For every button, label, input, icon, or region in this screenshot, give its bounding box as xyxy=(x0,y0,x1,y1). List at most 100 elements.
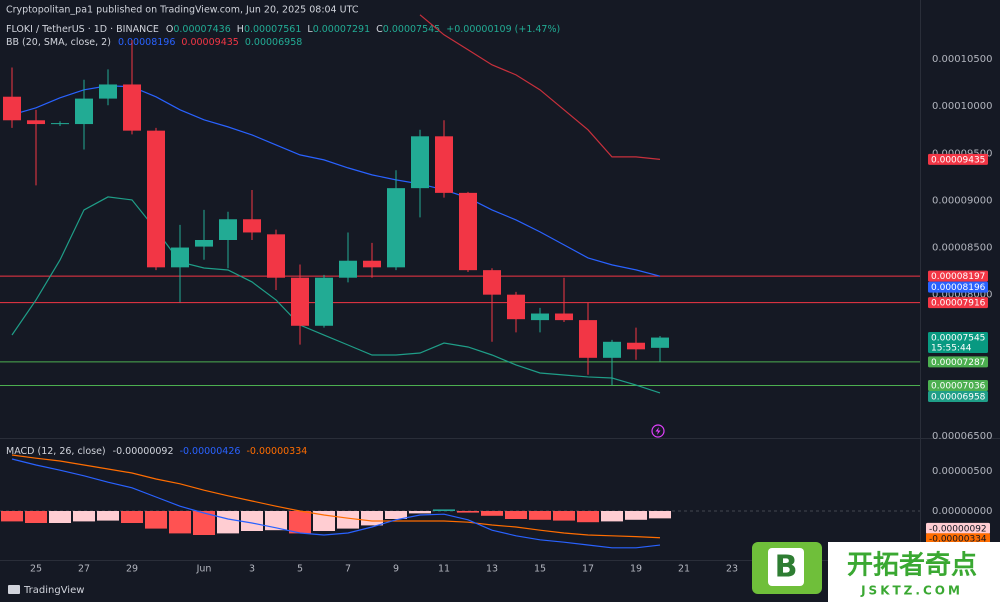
macd-histogram-bar xyxy=(145,511,167,529)
candle-body xyxy=(507,294,525,320)
change: +0.00000109 (+1.47%) xyxy=(446,24,560,35)
candle-body xyxy=(555,313,573,321)
macd-label-box xyxy=(926,533,990,545)
macd-histogram-bar xyxy=(385,511,407,519)
price-label-box xyxy=(928,297,988,309)
bb-lower-value: 0.00006958 xyxy=(245,37,302,48)
macd-histogram-bar xyxy=(601,511,623,522)
footer-brand: TradingView xyxy=(23,585,84,596)
price-label: 0.00007545 xyxy=(931,334,985,344)
candle-body xyxy=(147,130,165,268)
candle-body xyxy=(99,84,117,99)
price-label: 0.00007287 xyxy=(931,358,985,368)
legend-bb: BB (20, SMA, close, 2) 0.00008196 0.0000… xyxy=(6,37,302,48)
macd-histogram-bar xyxy=(625,511,647,520)
macd-value: -0.00000426 xyxy=(180,446,241,457)
footer-logo xyxy=(8,585,20,594)
price-label: 0.00008196 xyxy=(931,283,986,293)
macd-histogram-bar xyxy=(361,511,383,526)
x-tick-label: 3 xyxy=(249,564,255,575)
y-tick-label: 0.00006500 xyxy=(932,431,992,442)
macd-tick-label: 0.00000000 xyxy=(932,506,992,517)
countdown: 15:55:44 xyxy=(931,344,972,354)
candle-body xyxy=(579,320,597,358)
candle-body xyxy=(291,277,309,326)
candle-body xyxy=(267,234,285,278)
hist-value: -0.00000092 xyxy=(113,446,174,457)
signal-line xyxy=(11,454,661,539)
macd-label-box xyxy=(926,522,990,534)
macd-pane xyxy=(0,454,920,549)
candle-body xyxy=(339,260,357,278)
x-tick-label: 13 xyxy=(486,564,498,575)
price-pane xyxy=(0,14,920,394)
macd-histogram-bar xyxy=(553,511,575,521)
signal-value: -0.00000334 xyxy=(246,446,307,457)
macd-histogram-bar xyxy=(169,511,191,534)
price-label-box xyxy=(928,356,988,368)
key: C xyxy=(376,24,383,35)
macd-histogram-bar xyxy=(73,511,95,522)
price-label-box xyxy=(928,153,988,165)
high-value: 0.00007561 xyxy=(244,24,301,35)
y-tick-label: 0.00008000 xyxy=(932,290,992,301)
price-label-box xyxy=(928,332,988,354)
candle-body xyxy=(603,341,621,358)
x-tick-label: 7 xyxy=(345,564,351,575)
watermark-logo: B xyxy=(775,550,798,585)
publisher: Cryptopolitan_pa1 published on TradingVi… xyxy=(6,5,359,16)
macd-histogram-bar xyxy=(337,511,359,529)
x-tick-label: 17 xyxy=(582,564,594,575)
bb-label: BB (20, SMA, close, 2) xyxy=(6,37,111,48)
candle-body xyxy=(483,270,501,295)
macd-histogram-bar xyxy=(409,511,431,514)
macd-histogram-bar xyxy=(1,511,23,522)
bb-basis xyxy=(11,85,661,277)
macd-histogram-bar xyxy=(217,511,239,534)
candle-body xyxy=(435,136,453,193)
key: O xyxy=(166,24,173,35)
watermark: B 开拓者奇点 JSKTZ.COM xyxy=(752,542,1000,602)
price-label: 0.00007916 xyxy=(931,299,986,309)
macd-histogram-bar xyxy=(49,511,71,523)
key: H xyxy=(237,24,244,35)
candle-body xyxy=(363,260,381,268)
y-tick-label: 0.00009000 xyxy=(932,195,992,206)
bb-upper-value: 0.00009435 xyxy=(181,37,238,48)
symbol-title: FLOKI / TetherUS · 1D · BINANCE xyxy=(6,24,159,35)
y-tick-label: 0.00010500 xyxy=(932,54,992,65)
low-value: 0.00007291 xyxy=(313,24,370,35)
x-tick-label: 23 xyxy=(726,564,738,575)
x-tick-label: 27 xyxy=(78,564,90,575)
candle-body xyxy=(531,313,549,321)
macd-tick-label: 0.00000500 xyxy=(932,466,992,477)
x-tick-label: 25 xyxy=(30,564,42,575)
candle-body xyxy=(219,219,237,240)
macd-histogram-bar xyxy=(649,511,671,519)
macd-histogram-bar xyxy=(289,511,311,534)
macd-histogram-bar xyxy=(193,511,215,535)
macd-histogram-bar xyxy=(241,511,263,531)
x-tick-label: Jun xyxy=(196,564,212,575)
y-tick-label: 0.00008500 xyxy=(932,243,992,254)
bb-upper xyxy=(419,14,661,160)
x-tick-label: 19 xyxy=(630,564,642,575)
candle-body xyxy=(387,188,405,268)
candle-body xyxy=(51,123,69,125)
macd-label: -0.00000334 xyxy=(929,535,987,545)
lightning-icon xyxy=(651,424,665,438)
macd-label: -0.00000092 xyxy=(929,524,987,534)
macd-histogram-bar xyxy=(505,511,527,519)
macd-histogram-bar xyxy=(529,511,551,520)
x-tick-label: 11 xyxy=(438,564,450,575)
macd-label: MACD (12, 26, close) xyxy=(6,446,106,457)
x-tick-label: 29 xyxy=(126,564,138,575)
candle-body xyxy=(75,98,93,125)
candle-body xyxy=(627,342,645,350)
x-tick-label: 5 xyxy=(297,564,303,575)
price-label-box xyxy=(928,270,988,282)
macd-histogram-bar xyxy=(433,509,455,511)
macd-histogram-bar xyxy=(457,511,479,513)
